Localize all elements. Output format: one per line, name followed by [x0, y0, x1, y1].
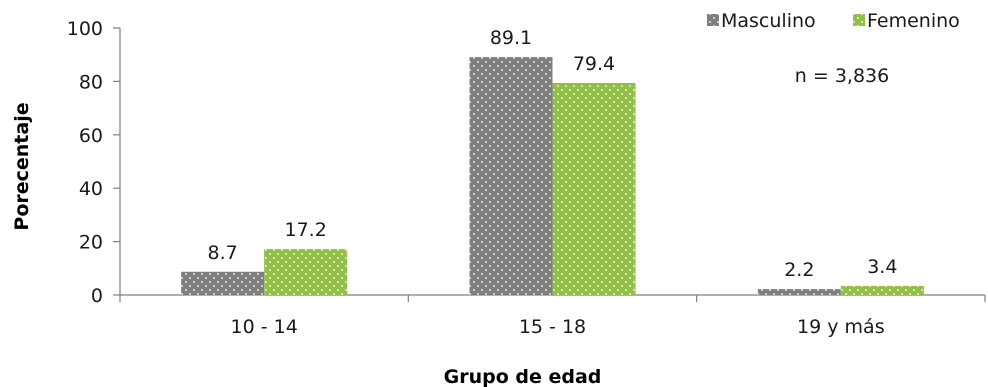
sample-size-annotation: n = 3,836 — [795, 65, 889, 87]
y-axis-title: Porecentaje — [11, 102, 33, 230]
data-label: 79.4 — [573, 53, 615, 75]
x-tick-label: 19 y más — [797, 316, 885, 338]
y-tick-label: 20 — [79, 232, 103, 254]
y-tick-label: 60 — [79, 125, 103, 147]
x-tick-label: 15 - 18 — [519, 316, 586, 338]
x-tick-label: 10 - 14 — [231, 316, 298, 338]
y-tick-label: 100 — [67, 18, 103, 40]
bar-masculino-2 — [757, 289, 841, 295]
legend-label-masculino: Masculino — [721, 10, 816, 32]
y-tick-label: 80 — [79, 71, 103, 93]
legend-swatch-femenino — [853, 14, 865, 26]
x-axis-title: Grupo de edad — [444, 366, 602, 387]
legend: Masculino Femenino — [707, 10, 960, 32]
y-tick-label: 40 — [79, 178, 103, 200]
legend-swatch-masculino — [707, 14, 719, 26]
data-label: 2.2 — [784, 259, 814, 281]
legend-label-femenino: Femenino — [867, 10, 960, 32]
data-label: 17.2 — [285, 219, 327, 241]
bar-masculino-0 — [181, 271, 265, 295]
bar-femenino-1 — [552, 83, 636, 295]
data-label: 3.4 — [867, 256, 897, 278]
bar-femenino-0 — [264, 249, 348, 295]
data-labels: 8.7 89.1 2.2 17.2 79.4 3.4 — [208, 27, 898, 281]
axes: 0 20 40 60 80 100 10 - 14 15 - 18 19 y más — [67, 18, 986, 338]
bar-masculino-1 — [469, 57, 553, 296]
data-label: 89.1 — [490, 27, 532, 49]
y-tick-label: 0 — [91, 285, 103, 307]
bars — [181, 57, 924, 296]
bar-femenino-2 — [840, 285, 924, 295]
data-label: 8.7 — [208, 242, 238, 264]
